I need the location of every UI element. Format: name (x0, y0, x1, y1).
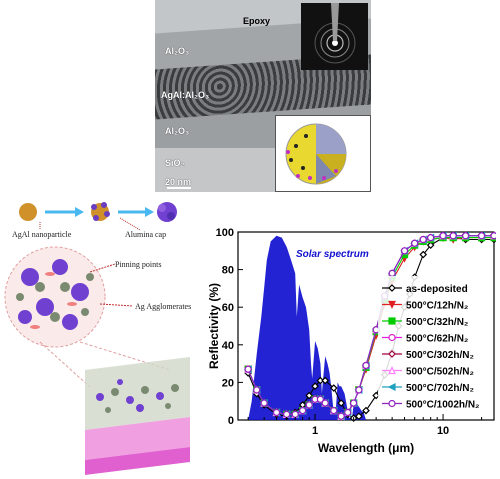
data-point (355, 386, 363, 394)
stack-particles (96, 379, 179, 413)
data-point (462, 232, 470, 240)
data-point (349, 399, 358, 407)
data-point (316, 395, 324, 403)
legend-label: 500°C/62h/N₂ (406, 334, 468, 345)
data-point (427, 234, 435, 242)
legend-label: 500°C/502h/N₂ (406, 367, 474, 378)
data-point (388, 269, 396, 277)
data-point (449, 232, 457, 240)
label-sio2: SiO₂ (165, 158, 185, 168)
y-tick-label: 100 (216, 227, 234, 239)
solar-spectrum-label: Solar spectrum (296, 249, 369, 260)
data-point (321, 399, 329, 407)
film-stack (85, 357, 190, 430)
data-point (283, 410, 291, 418)
y-axis-title: Reflectivity (%) (207, 283, 221, 369)
y-axis: 0 20 40 60 80 100 (216, 227, 243, 427)
data-point (329, 384, 338, 392)
diffraction-pattern (314, 3, 356, 64)
agal-nanoparticle-icon (19, 203, 37, 221)
data-point (388, 300, 396, 309)
data-point (355, 412, 363, 421)
legend-label: 500°C/32h/N₂ (406, 317, 468, 328)
data-point (337, 412, 345, 420)
reflectivity-chart: 0 20 40 60 80 100 1 10 Reflectivity (%) Wavele… (207, 227, 496, 455)
legend-label: 500°C/302h/N₂ (406, 350, 474, 361)
data-point (426, 241, 435, 250)
legend-box (378, 276, 492, 412)
x-axis-title: Wavelength (μm) (318, 441, 414, 455)
y-tick-label: 20 (222, 377, 234, 389)
data-point (419, 235, 427, 244)
y-tick-label: 0 (228, 415, 234, 427)
label-epoxy: Epoxy (243, 16, 271, 26)
data-point (321, 376, 330, 385)
legend-label: 500°C/702h/N₂ (406, 383, 474, 394)
data-point (388, 399, 396, 408)
data-point (253, 386, 261, 394)
data-point (260, 399, 268, 407)
substrate-layer (85, 417, 190, 460)
data-point (244, 365, 252, 373)
agglomerates-group (16, 259, 94, 330)
sphere-inset (275, 115, 371, 192)
schematic: AgAl nanoparticle Alumina cap Pinning po… (4, 202, 191, 475)
label-pinning: Pinning points (115, 260, 161, 269)
label-al2o3-bottom: Al₂O₃ (165, 126, 190, 136)
data-point (344, 408, 352, 417)
label-cap: Alumina cap (125, 230, 166, 239)
data-point (388, 350, 396, 358)
data-point (337, 399, 346, 407)
data-point (330, 407, 338, 415)
series-500c (244, 232, 496, 420)
x-tick-label: 1 (312, 425, 318, 437)
label-agglomerates: Ag Agglomerates (135, 302, 191, 311)
data-point (388, 317, 396, 325)
data-point (388, 284, 396, 292)
y-tick-label: 40 (222, 340, 234, 352)
diffraction-inset (301, 3, 368, 70)
legend: as-deposited 500°C/12h/N₂ 500°C/32h/N₂ 500°… (378, 276, 492, 412)
data-point (272, 408, 281, 417)
solar-spectrum (248, 235, 366, 420)
data-point (388, 333, 396, 342)
data-point (411, 239, 419, 247)
data-point (388, 366, 396, 375)
data-point (362, 406, 370, 415)
data-point (305, 391, 314, 400)
data-point (299, 407, 307, 415)
legend-label: as-deposited (406, 284, 468, 295)
y-tick-label: 60 (222, 302, 234, 314)
data-point (439, 232, 447, 240)
legend-label: 500°C/1002h/N₂ (406, 400, 479, 411)
data-point (291, 410, 299, 418)
x-tick-label: 10 (437, 425, 449, 437)
data-point (477, 232, 486, 240)
legend-label: 500°C/12h/N₂ (406, 301, 468, 312)
data-point (490, 232, 496, 240)
x-axis: 1 10 (247, 414, 483, 437)
data-point (311, 382, 319, 391)
label-scale: 20 nm (165, 177, 192, 187)
data-point (305, 401, 313, 409)
label-nanoparticle: AgAl nanoparticle (12, 230, 72, 239)
scale-bar (167, 187, 191, 189)
data-point (387, 383, 396, 391)
solar-spectrum-area (248, 235, 366, 420)
sphere-model (285, 123, 347, 185)
data-point (362, 361, 370, 370)
data-point (400, 247, 409, 255)
tem-image: Epoxy Al₂O₃ AgAl:Al₂O₃ Al₂O₃ SiO₂ 20 nm (155, 0, 371, 192)
y-tick-label: 80 (222, 265, 234, 277)
data-point (419, 250, 428, 259)
label-agal: AgAl:Al₂O₃ (161, 90, 210, 100)
label-al2o3-top: Al₂O₃ (165, 46, 190, 56)
